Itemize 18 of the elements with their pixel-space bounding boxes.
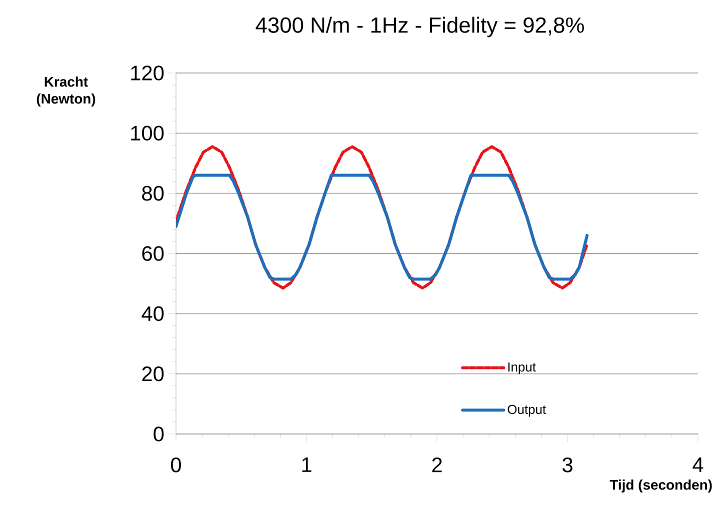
x-tick-label: 4 — [692, 458, 704, 472]
x-tick-label: 2 — [432, 458, 442, 472]
chart-title: 4300 N/m - 1Hz - Fidelity = 92,8% — [256, 16, 584, 38]
y-tick-label: 120 — [131, 66, 164, 80]
y-tick-label: 0 — [154, 426, 164, 442]
x-tick-label: 1 — [302, 458, 312, 472]
y-tick-label: 80 — [142, 186, 164, 201]
legend-label: Output — [508, 404, 546, 417]
y-tick-label: 40 — [142, 306, 164, 322]
x-axis-title: Tijd (seconden) — [610, 480, 712, 493]
x-tick-label: 0 — [170, 458, 181, 472]
legend-label: Input — [508, 362, 536, 374]
line-series — [176, 174, 589, 281]
x-tick-label: 3 — [562, 458, 572, 472]
y-axis-title: Kracht (Newton) — [36, 76, 96, 106]
y-tick-label: 60 — [142, 246, 164, 261]
y-tick-label: 100 — [131, 126, 164, 141]
y-tick-label: 20 — [142, 366, 164, 382]
